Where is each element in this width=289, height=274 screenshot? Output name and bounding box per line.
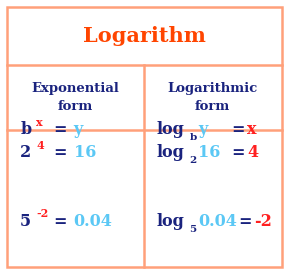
Text: y: y	[74, 121, 83, 138]
Text: b: b	[20, 121, 31, 138]
Text: 2: 2	[20, 144, 32, 161]
Text: -2: -2	[36, 208, 48, 219]
Text: Logarithm: Logarithm	[83, 26, 206, 46]
Text: =: =	[53, 144, 67, 161]
Text: =: =	[53, 213, 67, 230]
Text: =: =	[238, 213, 252, 230]
Text: y: y	[198, 121, 207, 138]
Text: 4: 4	[36, 139, 44, 151]
Text: x: x	[36, 117, 43, 128]
Text: x: x	[247, 121, 257, 138]
Text: Logarithmic
form: Logarithmic form	[168, 82, 258, 113]
Text: 0.04: 0.04	[198, 213, 237, 230]
Text: =: =	[231, 144, 245, 161]
Text: -2: -2	[254, 213, 272, 230]
Text: 16: 16	[74, 144, 96, 161]
Text: log: log	[156, 121, 184, 138]
Text: Exponential
form: Exponential form	[32, 82, 119, 113]
Text: =: =	[231, 121, 245, 138]
Text: 4: 4	[247, 144, 258, 161]
Text: =: =	[53, 121, 67, 138]
Text: b: b	[189, 133, 197, 142]
Text: 0.04: 0.04	[74, 213, 113, 230]
Text: log: log	[156, 213, 184, 230]
Text: 16: 16	[198, 144, 220, 161]
Text: 2: 2	[189, 156, 197, 165]
Text: log: log	[156, 144, 184, 161]
Text: 5: 5	[20, 213, 31, 230]
Text: 5: 5	[189, 225, 197, 233]
